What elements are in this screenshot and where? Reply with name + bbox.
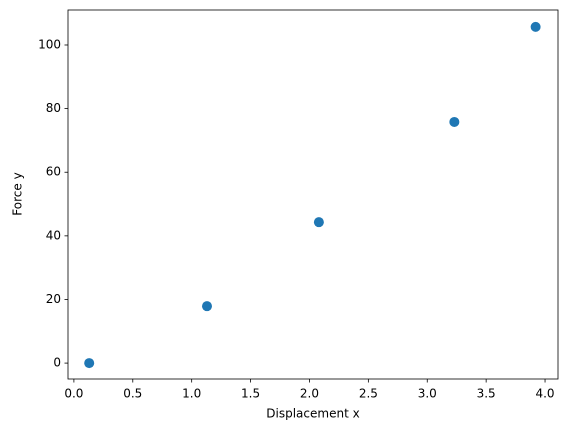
y-tick-label: 100 — [38, 37, 61, 51]
x-tick-label: 2.5 — [359, 387, 378, 401]
point — [84, 358, 95, 369]
x-tick-label: 0.0 — [64, 387, 83, 401]
y-tick-label: 20 — [46, 292, 61, 306]
x-tick-label: 2.0 — [300, 387, 319, 401]
y-tick-label: 40 — [46, 228, 61, 242]
y-tick-label: 80 — [46, 101, 61, 115]
axes-frame — [67, 9, 559, 380]
y-axis-label: Force y — [11, 172, 25, 215]
point — [449, 116, 460, 127]
point — [313, 217, 324, 228]
x-tick-label: 1.0 — [182, 387, 201, 401]
point — [530, 21, 541, 32]
y-tick-label: 60 — [46, 165, 61, 179]
x-tick-label: 1.5 — [241, 387, 260, 401]
x-axis-label: Displacement x — [266, 407, 359, 421]
x-tick-label: 3.5 — [477, 387, 496, 401]
x-tick-label: 4.0 — [535, 387, 554, 401]
y-tick-label: 0 — [53, 356, 61, 370]
point — [201, 301, 212, 312]
x-tick-label: 0.5 — [123, 387, 142, 401]
x-tick-label: 3.0 — [418, 387, 437, 401]
